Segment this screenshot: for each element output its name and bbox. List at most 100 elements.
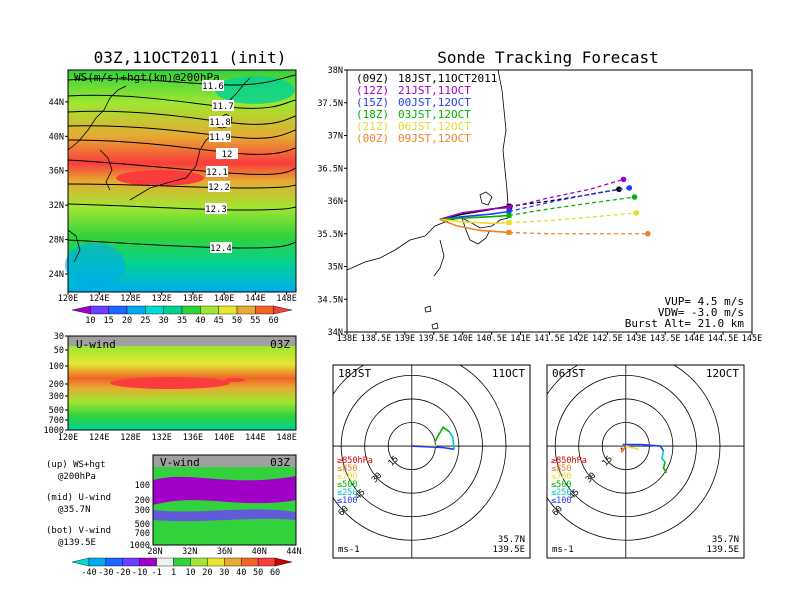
track-burst-marker (506, 205, 512, 211)
upper-colorbar-swatch (163, 305, 183, 315)
track-y-ticks: 34N 34.5N 35N 35.5N 36N 36.5N 37N 37.5N 38N (317, 66, 347, 338)
hodograph-frame (332, 364, 531, 559)
track-y-tick: 37.5N (317, 99, 343, 109)
hodograph-lat: 35.7N (498, 535, 525, 545)
uwind-y-tick: 1000 (44, 426, 64, 436)
upper-x-tick: 132E (151, 294, 171, 304)
track-line-ascent (439, 218, 510, 225)
track-legend-label: 03JST,12OCT (398, 108, 471, 121)
track-map-panel: (09Z) 18JST,11OCT2011 (12Z) 21JST,11OCT (15Z… (317, 66, 762, 344)
vwind-colorbar-label: 10 (185, 568, 195, 578)
track-legend-label: 09JST,12OCT (398, 132, 471, 145)
upper-contour-label-box (202, 80, 224, 91)
track-legend-tag: (21Z) (356, 120, 389, 133)
upper-jet-core (116, 170, 204, 186)
track-legend-tag: (15Z) (356, 96, 389, 109)
track-x-tick: 138E (337, 334, 357, 344)
upper-colorbar-swatch (71, 305, 91, 315)
left-title: 03Z,11OCT2011 (init) (94, 48, 287, 67)
upper-map-label: WS(m/s)+hgt(km)@200hPa (74, 71, 220, 84)
track-line-descent (508, 196, 635, 217)
vwind-colorbar-label: 1 (171, 568, 176, 578)
track-lines (439, 176, 651, 237)
hodograph-level-legend: ≤100 (551, 496, 571, 506)
upper-colorbar: 10 15 20 25 30 35 40 45 50 55 60 (71, 305, 293, 326)
main-title: Sonde Tracking Forecast (437, 48, 659, 67)
vwind-colorbar-label: 20 (202, 568, 212, 578)
uwind-y-tick: 30 (54, 332, 64, 342)
upper-contour-label-box (206, 166, 228, 177)
upper-contour-label: 12 (222, 150, 233, 160)
uwind-upper-band (68, 336, 296, 346)
track-x-tick: 144.5E (708, 334, 739, 344)
hodograph-time-right: 11OCT (492, 367, 525, 380)
track-legend-tag: (00Z) (356, 132, 389, 145)
track-burst-marker (506, 208, 512, 214)
vwind-colorbar-swatch (224, 557, 242, 567)
upper-colorbar-swatch (90, 305, 109, 315)
uwind-x-tick: 128E (120, 433, 140, 443)
track-y-tick: 34.5N (317, 295, 343, 305)
vwind-colorbar-label: 50 (253, 568, 263, 578)
vwind-colorbar-swatch (105, 557, 123, 567)
upper-colorbar-swatch (126, 305, 146, 315)
upper-contour-label: 11.8 (209, 118, 231, 128)
uwind-x-tick: 136E (183, 433, 203, 443)
vwind-y-tick: 1000 (130, 541, 150, 551)
upper-y-tick: 36N (49, 167, 64, 177)
vwind-colorbar: -40 -30 -20 -10 -1 1 10 20 30 40 50 60 (71, 557, 293, 578)
hodograph-level-legend: ≥850hPa (337, 456, 373, 466)
track-burst-marker (506, 212, 512, 218)
track-x-tick: 139E (395, 334, 415, 344)
vwind-colorbar-swatch (274, 557, 293, 567)
hodograph-level-legend: ≤500 (337, 480, 357, 490)
upper-colorbar-label: 60 (269, 316, 279, 326)
upper-map-panel: WS(m/s)+hgt(km)@200hPa 11.611.711.811.91… (49, 69, 297, 326)
track-x-tick: 142E (568, 334, 588, 344)
vwind-x-tick: 28N (147, 547, 162, 557)
hodograph-wind-trace (661, 450, 666, 463)
track-info-line: Burst Alt= 21.0 km (625, 317, 745, 330)
track-legend-label: 00JST,12OCT (398, 96, 471, 109)
vwind-colorbar-label: -10 (132, 568, 147, 578)
note-mid: (mid) U-wind (46, 493, 111, 503)
upper-colorbar-swatch (218, 305, 238, 315)
hodograph-time-right: 12OCT (706, 367, 739, 380)
hodograph-time-left: 18JST (338, 367, 371, 380)
vwind-colorbar-label: -40 (81, 568, 96, 578)
uwind-y-tick: 50 (54, 346, 64, 356)
hodograph-frame (546, 364, 745, 559)
upper-colorbar-swatch (255, 305, 274, 315)
upper-x-tick: 136E (183, 294, 203, 304)
vwind-colorbar-swatch (88, 557, 107, 567)
upper-colorbar-swatch (108, 305, 128, 315)
track-line-descent (508, 212, 637, 224)
uwind-jet-core-east (225, 378, 245, 382)
track-info-line: VDW= -3.0 m/s (658, 306, 744, 319)
track-line-descent (508, 187, 630, 213)
track-legend-label: 06JST,12OCT (398, 120, 471, 133)
vwind-y-tick: 500 (135, 520, 150, 530)
hodograph-lon: 139.5E (706, 545, 739, 555)
vwind-y-tick: 700 (135, 529, 150, 539)
vwind-x-tick: 44N (286, 547, 301, 557)
uwind-x-tick: 144E (245, 433, 265, 443)
hodograph-level-legend: ≥850hPa (551, 456, 587, 466)
hodograph-wind-trace (625, 445, 639, 450)
upper-colorbar-swatch (273, 305, 293, 315)
vwind-colorbar-swatch (190, 557, 208, 567)
vwind-colorbar-label: 60 (270, 568, 280, 578)
track-landing-marker (633, 209, 640, 216)
track-line-descent (508, 231, 648, 235)
track-info-line: VUP= 4.5 m/s (665, 295, 744, 308)
vwind-colorbar-swatch (156, 557, 174, 567)
upper-contour-label-box (209, 131, 231, 142)
track-x-tick: 140E (452, 334, 472, 344)
upper-y-tick: 44N (49, 98, 64, 108)
vwind-colorbar-swatch (71, 557, 90, 567)
vwind-time: 03Z (270, 456, 290, 469)
vwind-colorbar-swatch (207, 557, 225, 567)
